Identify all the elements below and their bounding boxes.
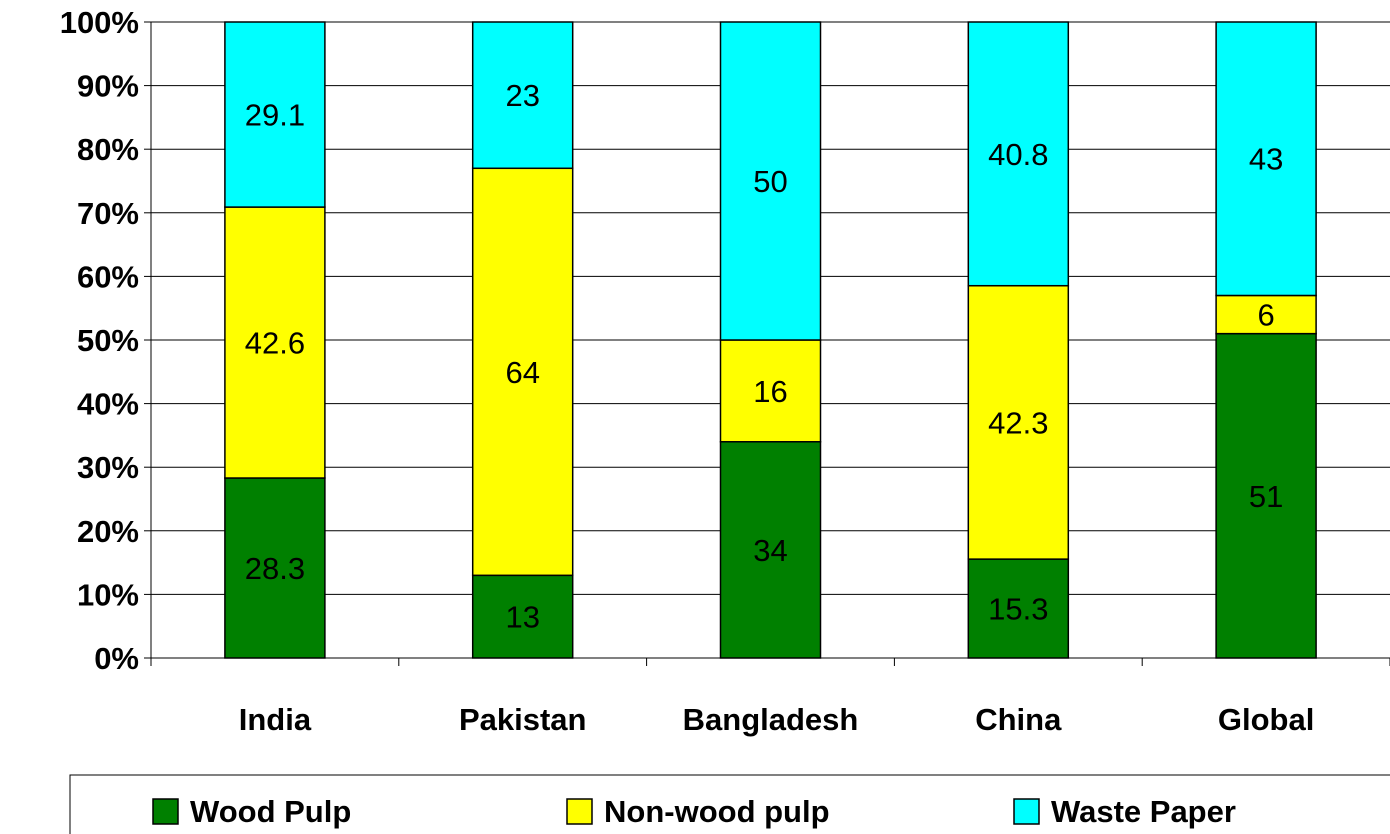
bar-segment (471, 167, 574, 577)
bar-segment (471, 21, 574, 170)
data-label: 51 (1249, 479, 1283, 514)
bars (224, 21, 1317, 659)
legend-label: Non-wood pulp (604, 794, 830, 829)
y-tick-label: 80% (77, 132, 139, 167)
data-label: 42.6 (245, 326, 305, 361)
bar-segment (1215, 332, 1317, 659)
data-labels: 28.3 42.6 29.1 13 64 23 34 16 50 15.3 42.3 40.8 51 6 4… (245, 78, 1284, 635)
data-label: 23 (505, 78, 539, 113)
bar-segment (719, 339, 822, 443)
legend-swatch (566, 798, 593, 825)
y-tick-label: 20% (77, 514, 139, 549)
bar-segment (967, 284, 1070, 560)
x-tick-label: Pakistan (459, 702, 587, 737)
y-tick-label: 0% (94, 641, 139, 676)
y-tick-label: 30% (77, 450, 139, 485)
bar-segment (719, 441, 822, 659)
y-tick-label: 40% (77, 387, 139, 422)
y-tick-label: 70% (77, 196, 139, 231)
data-label: 6 (1257, 298, 1274, 333)
data-label: 29.1 (245, 98, 305, 133)
legend-swatch (1013, 798, 1040, 825)
data-label: 34 (753, 533, 787, 568)
bar-segment (224, 206, 326, 479)
x-tick-label: Bangladesh (683, 702, 859, 737)
legend-label: Wood Pulp (190, 794, 351, 829)
bar-segment (1215, 21, 1317, 297)
axes (144, 21, 1390, 666)
data-label: 40.8 (988, 137, 1048, 172)
x-tick-label: India (239, 702, 312, 737)
legend-swatch (152, 798, 179, 825)
y-axis-ticks: 0% 10% 20% 30% 40% 50% 60% 70% 80% 90% 100% (60, 5, 139, 676)
legend-box (69, 774, 1390, 834)
data-label: 15.3 (988, 592, 1048, 627)
x-tick-label: Global (1218, 702, 1314, 737)
data-label: 43 (1249, 142, 1283, 177)
x-tick-label: China (975, 702, 1062, 737)
data-label: 64 (505, 355, 539, 390)
legend: Wood Pulp Non-wood pulp Waste Paper (69, 774, 1390, 834)
y-tick-label: 100% (60, 5, 139, 40)
data-label: 13 (505, 600, 539, 635)
y-tick-label: 50% (77, 323, 139, 358)
data-label: 16 (753, 374, 787, 409)
y-tick-label: 10% (77, 577, 139, 612)
bar-segment (471, 574, 574, 659)
data-label: 28.3 (245, 551, 305, 586)
data-label: 42.3 (988, 405, 1048, 440)
legend-label: Waste Paper (1051, 794, 1236, 829)
bar-segment (719, 21, 822, 341)
bar-segment (967, 21, 1070, 287)
y-tick-label: 90% (77, 69, 139, 104)
data-label: 50 (753, 164, 787, 199)
bar-segment (224, 21, 326, 208)
bar-segment (967, 558, 1070, 659)
x-axis-labels: India Pakistan Bangladesh China Global (239, 702, 1315, 737)
y-tick-label: 60% (77, 259, 139, 294)
